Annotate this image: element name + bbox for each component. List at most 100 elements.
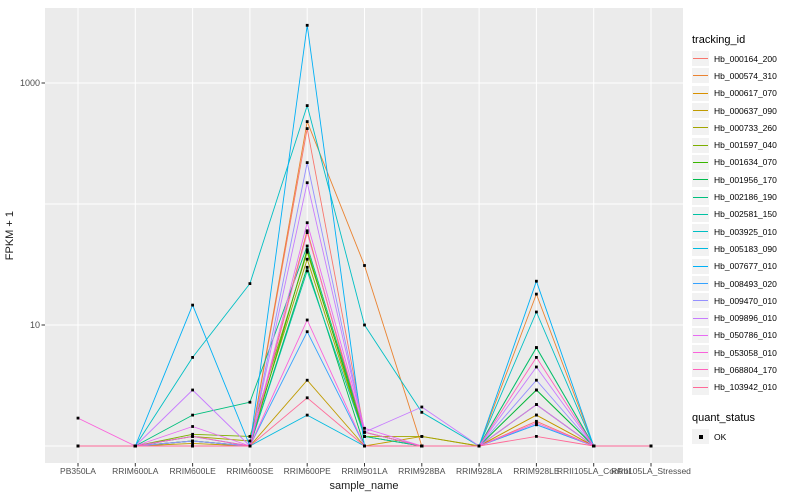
data-point bbox=[305, 378, 309, 382]
data-point bbox=[191, 425, 194, 428]
data-point bbox=[420, 444, 424, 448]
data-point bbox=[305, 248, 309, 251]
legend-item-label: Hb_001634_070 bbox=[714, 157, 777, 168]
data-point bbox=[305, 120, 309, 123]
legend-item-label: Hb_002186_190 bbox=[714, 192, 777, 203]
series-color-line-icon bbox=[693, 179, 708, 181]
legend-item-label: Hb_007677_010 bbox=[714, 261, 777, 272]
data-point bbox=[592, 444, 596, 448]
legend-item-Hb_000574_310: Hb_000574_310 bbox=[692, 67, 798, 84]
data-point bbox=[535, 365, 538, 369]
legend-item-label: Hb_000637_090 bbox=[714, 105, 777, 116]
x-tick-label-RRIM928BA: RRIM928BA bbox=[398, 466, 446, 476]
legend-item-Hb_009470_010: Hb_009470_010 bbox=[692, 292, 798, 309]
legend-item-Hb_000164_200: Hb_000164_200 bbox=[692, 50, 798, 67]
data-point bbox=[363, 444, 366, 448]
legend-item-Hb_001634_070: Hb_001634_070 bbox=[692, 154, 798, 171]
legend-key-swatch bbox=[692, 224, 709, 240]
series-color-line-icon bbox=[693, 196, 708, 198]
x-tick-label-RRII105LA_Stressed: RRII105LA_Stressed bbox=[611, 466, 691, 476]
legend-key-swatch bbox=[692, 172, 709, 188]
data-point bbox=[535, 356, 538, 359]
data-point bbox=[305, 229, 309, 233]
legend-item-Hb_008493_020: Hb_008493_020 bbox=[692, 275, 798, 292]
x-tick-label-RRIM600LE: RRIM600LE bbox=[169, 466, 216, 476]
data-point bbox=[76, 416, 80, 420]
data-point bbox=[191, 303, 194, 307]
series-color-line-icon bbox=[693, 369, 708, 371]
data-point bbox=[535, 388, 538, 392]
legend-key-swatch bbox=[692, 51, 709, 67]
ok-key-swatch bbox=[692, 429, 709, 445]
x-tick-label-RRIM600PE: RRIM600PE bbox=[283, 466, 331, 476]
legend-item-label: Hb_005183_090 bbox=[714, 243, 777, 254]
y-tick-label: 1000 bbox=[19, 77, 40, 88]
legend-key-swatch bbox=[692, 154, 709, 170]
data-point bbox=[363, 435, 366, 438]
data-point bbox=[248, 435, 252, 438]
data-point bbox=[535, 279, 538, 283]
x-tick-label-PB350LA: PB350LA bbox=[60, 466, 96, 476]
data-point bbox=[191, 442, 194, 445]
data-point bbox=[305, 396, 309, 400]
data-point bbox=[363, 264, 366, 267]
legend-item-Hb_000637_090: Hb_000637_090 bbox=[692, 102, 798, 119]
series-color-line-icon bbox=[693, 58, 708, 60]
ok-label: OK bbox=[714, 431, 727, 442]
legend-item-label: Hb_009470_010 bbox=[714, 295, 777, 306]
legend-key-swatch bbox=[692, 241, 709, 257]
series-color-line-icon bbox=[693, 317, 708, 319]
x-tick-label-RRIM901LA: RRIM901LA bbox=[341, 466, 388, 476]
series-color-line-icon bbox=[693, 127, 708, 129]
legend-item-label: Hb_003925_010 bbox=[714, 226, 777, 237]
data-point bbox=[535, 419, 538, 423]
x-tick-label-RRIM928LA: RRIM928LA bbox=[455, 466, 503, 476]
data-point bbox=[535, 292, 538, 296]
legend-item-label: Hb_103942_010 bbox=[714, 382, 777, 393]
data-point bbox=[363, 430, 366, 434]
data-point bbox=[248, 439, 252, 443]
legend-item-label: Hb_053058_010 bbox=[714, 347, 777, 358]
legend-key-swatch bbox=[692, 345, 709, 361]
data-point bbox=[305, 318, 309, 322]
data-point bbox=[191, 435, 194, 438]
x-axis-title: sample_name bbox=[329, 480, 399, 492]
series-color-line-icon bbox=[693, 231, 708, 233]
legend-item-Hb_007677_010: Hb_007677_010 bbox=[692, 258, 798, 275]
legend-item-label: Hb_000164_200 bbox=[714, 53, 777, 64]
data-point bbox=[305, 269, 309, 273]
legend-key-swatch bbox=[692, 189, 709, 205]
data-point bbox=[420, 405, 424, 409]
data-point bbox=[191, 432, 194, 436]
legend-key-swatch bbox=[692, 206, 709, 222]
data-point bbox=[305, 161, 309, 164]
legend: tracking_id Hb_000164_200 Hb_000574_310 Hb… bbox=[692, 30, 798, 445]
legend-item-label: Hb_001956_170 bbox=[714, 174, 777, 185]
data-point bbox=[248, 282, 252, 285]
data-point bbox=[76, 444, 80, 448]
data-point bbox=[191, 413, 194, 417]
data-point bbox=[305, 127, 309, 130]
data-point bbox=[535, 346, 538, 349]
legend-item-label: Hb_000733_260 bbox=[714, 122, 777, 133]
x-tick-label-RRIM600SE: RRIM600SE bbox=[226, 466, 274, 476]
legend-key-swatch bbox=[692, 137, 709, 153]
series-color-line-icon bbox=[693, 92, 708, 94]
legend-item-label: Hb_009896_010 bbox=[714, 313, 777, 324]
data-point bbox=[305, 231, 309, 234]
series-color-line-icon bbox=[693, 248, 708, 250]
data-point bbox=[248, 400, 252, 404]
data-point bbox=[363, 323, 366, 327]
legend-item-label: Hb_001597_040 bbox=[714, 140, 777, 151]
legend-item-Hb_009896_010: Hb_009896_010 bbox=[692, 309, 798, 326]
legend-key-swatch bbox=[692, 362, 709, 378]
legend-item-label: Hb_050786_010 bbox=[714, 330, 777, 341]
legend-key-swatch bbox=[692, 120, 709, 136]
legend-item-ok: OK bbox=[692, 428, 798, 445]
x-tick-label-RRIM928LE: RRIM928LE bbox=[513, 466, 560, 476]
data-point bbox=[649, 444, 653, 448]
x-tick-label-RRII105LA_Control: RRII105LA_Control bbox=[556, 466, 631, 476]
legend-key-swatch bbox=[692, 276, 709, 291]
